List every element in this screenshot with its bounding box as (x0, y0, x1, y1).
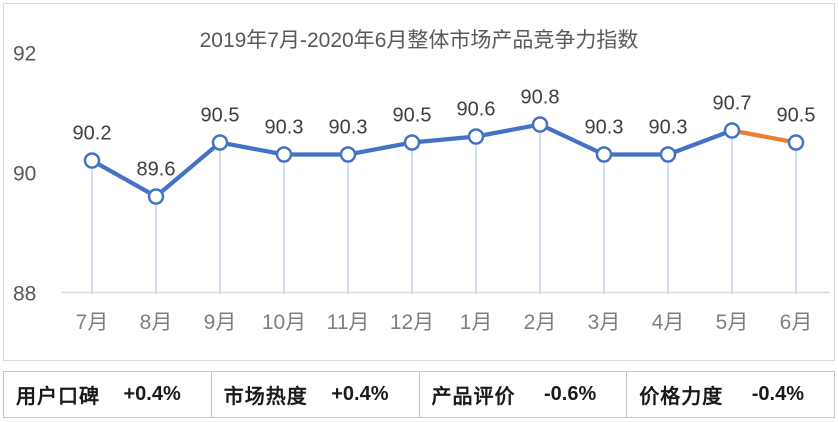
data-point-marker (723, 122, 741, 139)
stat-cell-market-heat: 市场热度 +0.4% (210, 372, 419, 417)
x-tick-label: 2月 (524, 311, 557, 334)
competitiveness-line-chart: 90.2 89.6 90.5 90.3 90.3 90.5 90.6 90.8 90.3 90.3… (13, 29, 830, 334)
x-tick-label: 10月 (262, 311, 306, 334)
x-tick-label: 8月 (140, 311, 173, 334)
x-tick-label: 11月 (327, 311, 370, 334)
data-point-label: 90.5 (393, 105, 432, 127)
stat-label: 价格力度 (639, 386, 724, 408)
stat-value: +0.4% (123, 383, 181, 405)
data-point-label: 90.5 (777, 105, 816, 127)
x-tick-label: 1月 (460, 311, 493, 334)
series-segment (153, 140, 223, 199)
data-point-marker (403, 134, 421, 151)
data-point-label: 90.3 (649, 117, 688, 139)
y-tick-label: 90 (13, 163, 36, 186)
x-tick-label: 6月 (780, 311, 813, 334)
data-point-marker (339, 146, 357, 163)
data-point-label: 90.6 (457, 99, 496, 121)
stat-cell-price-strength: 价格力度 -0.4% (626, 372, 834, 417)
stat-value: -0.4% (751, 383, 804, 405)
data-point-label: 90.3 (329, 117, 368, 139)
stat-value: -0.6% (544, 383, 597, 405)
stat-label: 产品评价 (431, 386, 516, 408)
stat-label: 用户口碑 (16, 386, 100, 408)
series-segment (217, 140, 287, 157)
stat-label: 市场热度 (223, 386, 308, 408)
y-tick-label: 92 (13, 43, 36, 66)
series-segment (665, 128, 735, 157)
y-tick-label: 88 (13, 283, 36, 306)
series-segment (537, 122, 607, 157)
data-point-marker (531, 116, 549, 133)
stat-cell-user-reputation: 用户口碑 +0.4% (4, 372, 211, 417)
data-point-label: 90.2 (73, 123, 112, 145)
data-point-marker (787, 134, 805, 151)
data-point-marker (467, 128, 485, 145)
chart-title: 2019年7月-2020年6月整体市场产品竞争力指数 (200, 29, 639, 52)
x-tick-label: 12月 (390, 311, 434, 334)
series-segment (345, 140, 415, 157)
x-tick-label: 7月 (76, 311, 109, 334)
series-segment (473, 122, 543, 139)
data-point-marker (595, 146, 613, 163)
x-tick-label: 9月 (204, 311, 237, 334)
stat-cell-product-rating: 产品评价 -0.6% (418, 372, 627, 417)
series-segment (729, 128, 799, 145)
data-point-label: 90.8 (521, 87, 560, 109)
data-point-marker (659, 146, 677, 163)
data-point-marker (211, 134, 229, 151)
data-point-marker (275, 146, 293, 163)
series-segment (409, 134, 479, 145)
series-segment (89, 158, 159, 199)
data-point-marker (83, 152, 101, 169)
data-point-label: 90.7 (713, 93, 752, 115)
data-point-label: 90.3 (585, 117, 624, 139)
data-point-label: 90.3 (265, 117, 304, 139)
metrics-summary-bar: 用户口碑 +0.4% 市场热度 +0.4% 产品评价 -0.6% 价格力度 -0… (3, 371, 835, 418)
data-point-marker (147, 188, 165, 205)
stat-value: +0.4% (331, 383, 389, 405)
line-chart-card (3, 3, 835, 361)
data-point-label: 90.5 (201, 105, 240, 127)
x-tick-label: 5月 (716, 311, 749, 334)
x-tick-label: 3月 (588, 311, 621, 334)
data-point-label: 89.6 (137, 159, 176, 181)
x-tick-label: 4月 (652, 311, 685, 334)
